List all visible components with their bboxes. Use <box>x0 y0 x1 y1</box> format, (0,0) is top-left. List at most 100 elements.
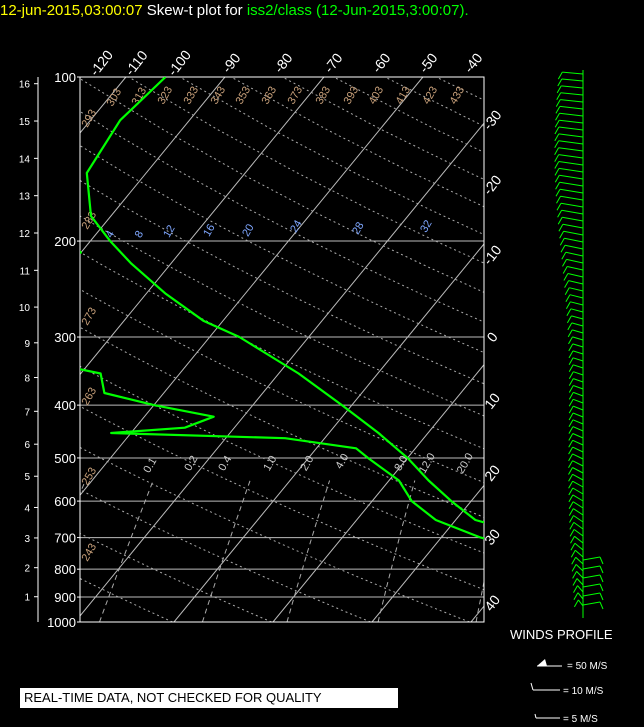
mixing-ratio-label: 16 <box>201 222 218 239</box>
dry-adiabat-label: 303 <box>105 87 125 109</box>
wind-barb-feather <box>555 188 561 197</box>
wind-barb <box>564 244 584 250</box>
mixing-ratio-label-lower: 0.1 <box>141 456 159 475</box>
wind-barb <box>572 460 584 467</box>
wind-barb <box>569 287 584 292</box>
wind-barb-low-feather <box>599 574 604 583</box>
title-timestamp: 12-jun-2015,03:00:07 <box>0 2 143 19</box>
wind-barb <box>574 542 584 551</box>
dewpoint-profile-line <box>80 249 484 540</box>
wind-barb <box>575 556 584 565</box>
isotherm-label-top: -90 <box>219 50 244 76</box>
dry-adiabat-label: 413 <box>394 85 414 107</box>
wind-barb-feather <box>572 571 578 579</box>
legend-feather-5 <box>534 713 537 719</box>
dry-adiabat-label: 403 <box>367 85 387 107</box>
wind-barb-feather <box>567 329 573 338</box>
title-end: . <box>464 2 469 19</box>
wind-barb <box>560 202 584 208</box>
wind-barb-feather <box>570 543 576 551</box>
wind-barb-low <box>582 574 601 579</box>
wind-barb <box>570 301 584 306</box>
wind-barb-feather <box>561 252 567 260</box>
wind-barb <box>573 371 584 376</box>
mixing-ratio-label: 20 <box>240 222 257 239</box>
title-middle: Skew-t plot for <box>146 2 243 19</box>
wind-barb-feather <box>568 440 574 448</box>
wind-barb <box>561 85 584 89</box>
mixing-ratio-label: 8 <box>133 229 146 240</box>
mixing-ratio-line <box>377 480 416 622</box>
wind-barb-feather <box>573 599 579 608</box>
wind-barb-feather <box>568 453 574 462</box>
wind-barb-feather <box>558 223 564 232</box>
wind-barb <box>559 105 584 110</box>
wind-barb <box>558 140 584 145</box>
wind-barb-feather <box>568 357 574 366</box>
wind-barb-feather <box>568 385 574 393</box>
wind-barb <box>558 154 584 159</box>
wind-barb-feather <box>568 446 574 455</box>
wind-barb <box>558 133 584 138</box>
mixing-ratio-label: 32 <box>418 218 435 235</box>
wind-barb <box>567 266 584 271</box>
wind-legend-10: = 10 M/S <box>563 686 604 697</box>
pressure-tick-label: 700 <box>54 531 76 546</box>
wind-barb-feather <box>568 460 573 468</box>
wind-barb <box>566 258 584 264</box>
height-tick-label: 13 <box>19 192 31 203</box>
wind-barb-feather <box>554 119 560 128</box>
dry-adiabat-label: 243 <box>80 542 100 564</box>
dry-adiabat-line <box>179 77 484 236</box>
dry-adiabat-label: 363 <box>260 85 280 107</box>
pressure-tick-label: 400 <box>54 398 76 413</box>
chart-title: 12-jun-2015,03:00:07 Skew-t plot for iss… <box>0 2 644 26</box>
wind-barb-feather <box>564 280 570 288</box>
isotherm-line <box>80 77 424 496</box>
wind-barb <box>573 508 584 516</box>
wind-barb-feather <box>559 238 565 246</box>
pressure-tick-label: 300 <box>54 330 76 345</box>
wind-barb-feather <box>568 474 574 482</box>
dry-adiabat-label: 323 <box>156 85 176 107</box>
wind-barb-feather <box>554 175 560 183</box>
isotherm-label-top: -110 <box>121 47 150 78</box>
mixing-ratio-label: 4 <box>104 229 117 240</box>
wind-barb <box>578 599 584 607</box>
wind-barb-feather <box>564 287 570 295</box>
wind-barb <box>563 230 584 236</box>
wind-barb-feather <box>573 592 579 600</box>
wind-legend-50: = 50 M/S <box>567 661 608 672</box>
mixing-ratio-label: 24 <box>288 218 305 235</box>
wind-barb <box>577 592 584 600</box>
wind-barb <box>573 405 584 411</box>
mixing-ratio-label-lower: 2.0 <box>298 454 316 473</box>
height-tick-label: 15 <box>19 117 31 128</box>
height-tick-label: 14 <box>19 154 31 165</box>
wind-barb-feather <box>568 343 574 352</box>
wind-barb-feather <box>568 494 574 503</box>
wind-barb-feather <box>563 273 569 281</box>
profile-layer <box>80 77 484 540</box>
mixing-ratio-line <box>475 579 484 622</box>
dry-adiabat-label: 433 <box>448 85 468 107</box>
wind-barb-low <box>582 601 601 606</box>
dry-adiabat-label: 253 <box>80 466 100 488</box>
wind-barb <box>572 412 584 418</box>
wind-barb-feather <box>569 515 574 523</box>
height-tick-label: 4 <box>24 503 30 514</box>
wind-barb-feather <box>562 266 568 274</box>
wind-barb <box>560 195 584 201</box>
wind-barb <box>572 329 584 334</box>
wind-barb-feather <box>568 405 574 414</box>
mixing-ratio-label-lower: 20.0 <box>455 451 476 476</box>
wind-barb <box>561 78 584 82</box>
height-tick-label: 10 <box>19 303 31 314</box>
height-tick-label: 5 <box>24 472 30 483</box>
isotherm-label-right: 0 <box>483 329 501 345</box>
grid-layer <box>80 77 484 622</box>
dry-adiabat-line <box>384 77 484 127</box>
wind-barb-feather <box>570 550 576 558</box>
wind-barb-feather <box>568 378 574 386</box>
